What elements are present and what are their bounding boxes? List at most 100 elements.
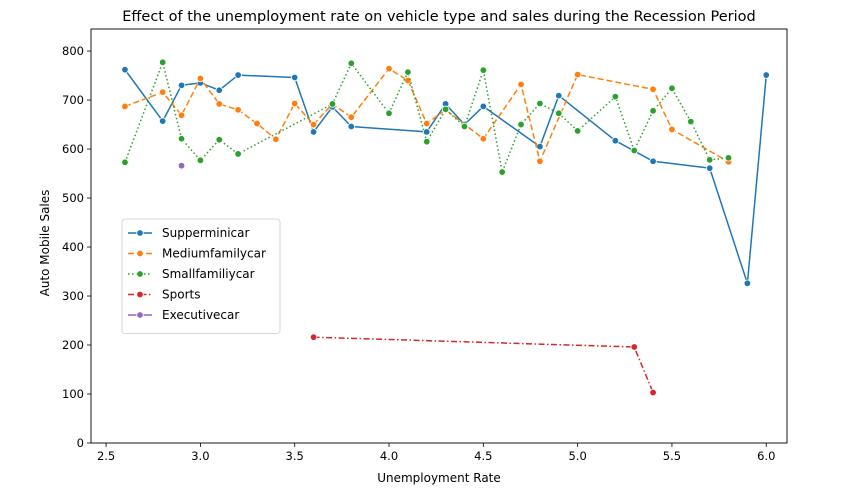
- data-point-supperminicar: [743, 279, 752, 287]
- data-point-smallfamiliycar: [460, 122, 469, 131]
- data-point-supperminicar: [555, 91, 563, 100]
- data-point-mediumfamilycar: [668, 125, 676, 134]
- y-axis: 0 100 200 300 400 500 600 700 800: [62, 44, 91, 450]
- data-point-smallfamiliycar: [479, 66, 488, 74]
- data-point-mediumfamilycar: [517, 80, 525, 89]
- data-point-smallfamiliycar: [724, 154, 733, 162]
- y-tick-label: 100: [62, 387, 84, 401]
- x-tick-label: 2.5: [97, 449, 115, 463]
- legend-marker-swatch: [136, 229, 144, 237]
- data-point-supperminicar: [291, 73, 299, 82]
- legend-marker-swatch: [136, 270, 144, 278]
- data-point-mediumfamilycar: [573, 70, 582, 79]
- data-point-smallfamiliycar: [347, 59, 355, 67]
- data-point-smallfamiliycar: [196, 156, 205, 165]
- series-line-sports: [313, 336, 654, 393]
- series-smallfamiliycar: [121, 58, 733, 176]
- legend-label: Mediumfamilycar: [162, 247, 266, 261]
- data-point-supperminicar: [762, 71, 770, 79]
- data-point-mediumfamilycar: [479, 135, 488, 143]
- y-tick-label: 500: [62, 191, 84, 205]
- data-point-mediumfamilycar: [158, 88, 167, 96]
- data-point-smallfamiliycar: [385, 109, 393, 117]
- legend-label: Executivecar: [162, 308, 239, 322]
- x-axis: 2.5 3.0 3.5 4.0 4.5 5.0 5.5 6.0: [97, 443, 775, 463]
- data-point-smallfamiliycar: [441, 105, 450, 114]
- data-point-mediumfamilycar: [272, 135, 280, 143]
- series-sports: [309, 333, 657, 397]
- data-point-smallfamiliycar: [555, 109, 563, 117]
- y-tick-label: 200: [62, 338, 84, 352]
- legend-item: Smallfamiliycar: [128, 267, 255, 281]
- data-point-smallfamiliycar: [573, 127, 582, 135]
- x-tick-label: 4.5: [474, 449, 492, 463]
- y-tick-label: 300: [62, 289, 84, 303]
- data-point-smallfamiliycar: [234, 150, 242, 158]
- data-point-smallfamiliycar: [177, 135, 186, 143]
- data-point-supperminicar: [234, 71, 242, 79]
- data-point-mediumfamilycar: [347, 113, 355, 121]
- data-point-supperminicar: [121, 65, 129, 74]
- x-axis-label: Unemployment Rate: [377, 471, 501, 485]
- data-point-smallfamiliycar: [423, 137, 431, 146]
- x-tick-label: 3.0: [191, 449, 209, 463]
- data-point-smallfamiliycar: [687, 117, 695, 126]
- x-tick-label: 5.0: [568, 449, 586, 463]
- data-point-supperminicar: [479, 102, 488, 111]
- data-point-supperminicar: [158, 117, 167, 125]
- data-point-mediumfamilycar: [309, 120, 318, 129]
- data-point-mediumfamilycar: [196, 74, 205, 83]
- data-point-supperminicar: [423, 128, 431, 136]
- series-layer: [121, 58, 770, 397]
- data-point-mediumfamilycar: [177, 111, 186, 119]
- data-point-mediumfamilycar: [291, 99, 299, 108]
- legend-label: Smallfamiliycar: [162, 267, 255, 281]
- legend-marker-swatch: [136, 290, 144, 299]
- legend: Supperminicar Mediumfamilycar Smallfamiliy…: [121, 218, 281, 334]
- data-point-smallfamiliycar: [611, 92, 620, 101]
- data-point-smallfamiliycar: [630, 146, 638, 155]
- data-point-supperminicar: [347, 122, 355, 131]
- legend-item: Mediumfamilycar: [128, 247, 266, 261]
- data-point-smallfamiliycar: [649, 107, 657, 115]
- data-point-smallfamiliycar: [498, 168, 506, 176]
- data-point-mediumfamilycar: [215, 100, 223, 108]
- y-tick-label: 700: [62, 93, 84, 107]
- legend-label: Sports: [162, 288, 200, 302]
- plot-area: [90, 28, 788, 444]
- x-tick-label: 5.5: [663, 449, 681, 463]
- data-point-mediumfamilycar: [385, 64, 393, 73]
- legend-label: Supperminicar: [162, 226, 249, 240]
- y-tick-label: 800: [62, 44, 84, 58]
- data-point-supperminicar: [215, 86, 223, 94]
- legend-item: Supperminicar: [128, 226, 249, 240]
- y-tick-label: 0: [77, 436, 84, 450]
- x-tick-label: 4.0: [380, 449, 398, 463]
- y-tick-label: 600: [62, 142, 84, 156]
- chart-title: Effect of the unemployment rate on vehic…: [122, 9, 755, 25]
- data-point-sports: [630, 343, 638, 351]
- data-point-smallfamiliycar: [668, 84, 676, 92]
- data-point-mediumfamilycar: [536, 157, 544, 165]
- legend-item: Sports: [128, 288, 200, 302]
- y-axis-label: Auto Mobile Sales: [38, 190, 52, 297]
- series-mediumfamilycar: [121, 64, 733, 166]
- x-tick-label: 6.0: [757, 449, 775, 463]
- series-executivecar: [177, 161, 186, 170]
- data-point-supperminicar: [309, 128, 318, 136]
- data-point-supperminicar: [611, 137, 620, 145]
- data-point-supperminicar: [649, 157, 657, 165]
- data-point-supperminicar: [177, 81, 186, 90]
- data-point-smallfamiliycar: [328, 100, 337, 108]
- data-point-smallfamiliycar: [517, 120, 525, 129]
- data-point-mediumfamilycar: [234, 106, 242, 114]
- data-point-mediumfamilycar: [121, 102, 129, 111]
- legend-box: [121, 218, 281, 334]
- data-point-smallfamiliycar: [121, 158, 129, 166]
- data-point-mediumfamilycar: [423, 119, 431, 128]
- data-point-mediumfamilycar: [649, 85, 657, 93]
- legend-marker-swatch: [136, 249, 144, 258]
- data-point-supperminicar: [536, 142, 544, 151]
- data-point-supperminicar: [705, 164, 714, 172]
